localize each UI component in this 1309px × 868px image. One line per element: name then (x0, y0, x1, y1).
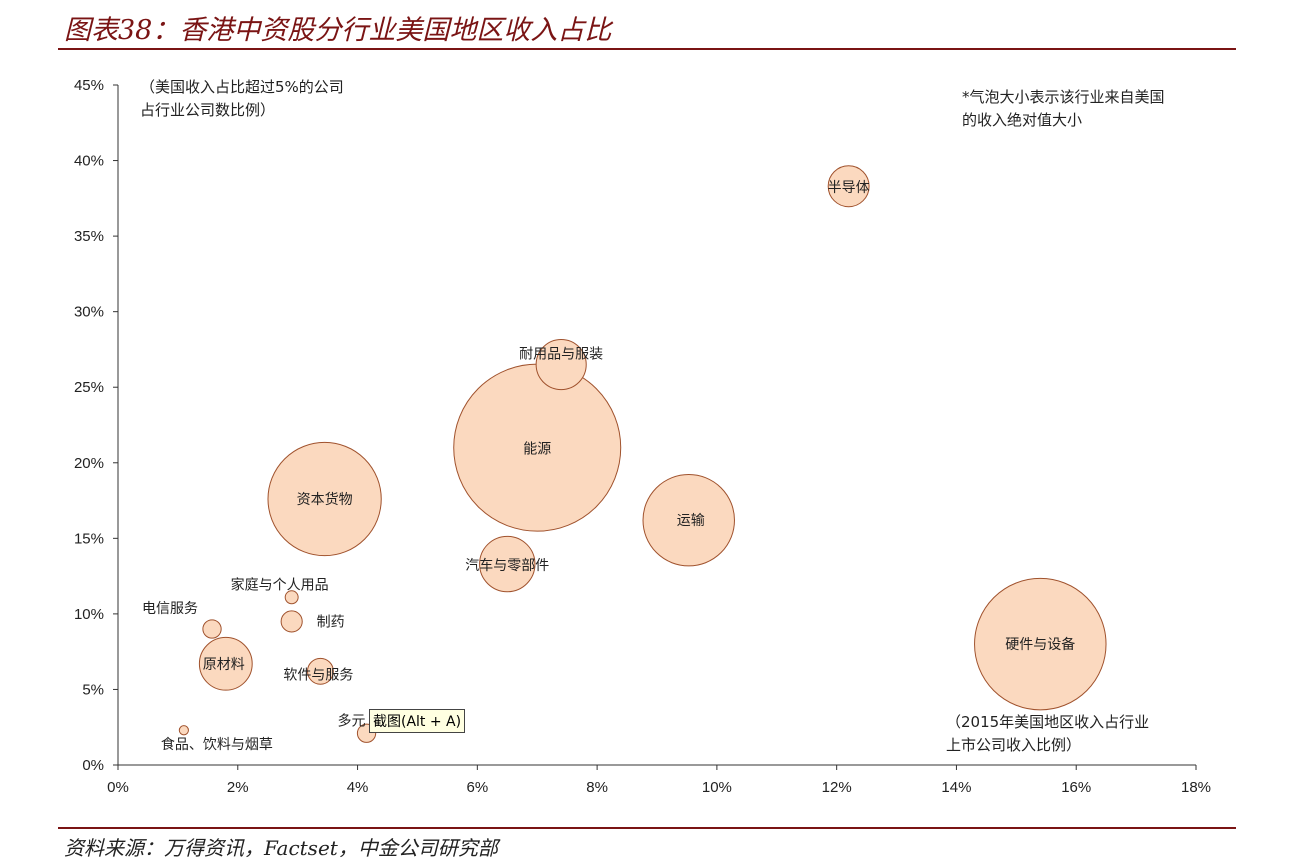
chart-axes: 0% 5% 10% 15% 20% 25% 30% 35% 40% 45% 0% 2% 4% 6% 8% 10… (74, 77, 1211, 796)
bubble-label: 运输 (677, 513, 705, 529)
y-axis-note: （美国收入占比超过5%的公司 (140, 78, 344, 96)
y-tick-label: 10% (74, 606, 104, 623)
bubble (827, 165, 870, 208)
bubble (974, 577, 1107, 711)
bubble (535, 339, 587, 391)
x-tick-label: 6% (466, 779, 488, 796)
title-rule (58, 48, 1236, 50)
page-title: 图表38：香港中资股分行业美国地区收入占比 (64, 15, 612, 46)
bubble-label: 能源 (523, 442, 551, 458)
bubble-label: 硬件与设备 (1005, 636, 1075, 653)
bubble-size-note: *气泡大小表示该行业来自美国 (962, 88, 1165, 106)
bubble (267, 441, 382, 557)
x-tick-label: 0% (107, 779, 129, 796)
x-tick-label: 10% (702, 779, 732, 796)
bubble (202, 619, 222, 639)
bubble-label: 家庭与个人用品 (231, 576, 329, 593)
y-tick-label: 40% (74, 153, 104, 170)
bubble-label: 原材料 (203, 657, 245, 673)
y-tick-label: 15% (74, 530, 104, 547)
bubble (284, 590, 299, 605)
footer-rule (58, 827, 1236, 829)
y-tick-label: 20% (74, 455, 104, 472)
x-tick-label: 12% (822, 779, 852, 796)
y-tick-label: 5% (82, 681, 104, 698)
y-tick-label: 0% (82, 757, 104, 774)
bubble (306, 657, 334, 685)
source-note: 资料来源：万得资讯，Factset，中金公司研究部 (64, 836, 498, 860)
bubble-label: 制药 (317, 614, 345, 630)
x-axis-note: （2015年美国地区收入占行业 (946, 713, 1149, 731)
bubble-labels: 半导体耐用品与服装能源资本货物运输汽车与零部件家庭与个人用品电信服务制药原材料软… (142, 180, 1075, 753)
x-tick-label: 8% (586, 779, 608, 796)
x-tick-label: 18% (1181, 779, 1211, 796)
bubble-size-note: 的收入绝对值大小 (962, 111, 1082, 129)
bubble-label: 耐用品与服装 (519, 347, 603, 363)
bubble (280, 610, 303, 633)
x-tick-label: 16% (1061, 779, 1091, 796)
bubble-label: 软件与服务 (283, 667, 353, 683)
bubble (198, 636, 253, 691)
bubbles (178, 165, 1107, 743)
screenshot-tooltip: 截图(Alt + A) (369, 709, 466, 733)
y-tick-label: 45% (74, 77, 104, 94)
bubble-label: 食品、饮料与烟草 (161, 736, 273, 753)
x-tick-label: 14% (941, 779, 971, 796)
bubble (178, 725, 189, 736)
x-axis-note: 上市公司收入比例） (946, 736, 1081, 754)
bubble-label: 多元 (338, 712, 366, 729)
bubble-label: 汽车与零部件 (465, 557, 549, 574)
x-tick-label: 4% (347, 779, 369, 796)
y-tick-label: 30% (74, 304, 104, 321)
bubble-label: 电信服务 (142, 601, 198, 617)
bubble (479, 535, 536, 593)
y-tick-label: 35% (74, 228, 104, 245)
bubble-label: 资本货物 (297, 491, 353, 508)
bubble-label: 半导体 (828, 180, 870, 196)
y-tick-label: 25% (74, 379, 104, 396)
bubble (642, 473, 735, 567)
y-axis-note: 占行业公司数比例） (140, 101, 275, 119)
x-tick-label: 2% (227, 779, 249, 796)
